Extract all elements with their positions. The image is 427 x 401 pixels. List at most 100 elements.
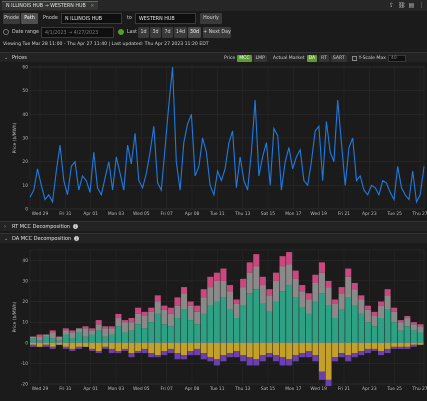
decomposition-bar bbox=[364, 342, 371, 349]
price-controls: Price MCC LMP Actual Market DA RT SART Y… bbox=[224, 54, 406, 62]
decomposition-bar bbox=[266, 295, 273, 312]
decomposition-bar bbox=[30, 344, 37, 347]
range-3d-button[interactable]: 3d bbox=[150, 27, 161, 38]
decomposition-bar bbox=[108, 342, 115, 349]
decomposition-bar bbox=[404, 346, 411, 349]
range-1d-button[interactable]: 1d bbox=[138, 27, 149, 38]
decomposition-bar bbox=[121, 348, 128, 352]
chevron-right-icon[interactable]: › bbox=[4, 224, 6, 230]
close-icon[interactable]: × bbox=[90, 4, 95, 9]
path-mode-button[interactable]: Path bbox=[21, 13, 38, 24]
date-range-radio[interactable] bbox=[3, 29, 9, 35]
decomposition-bar bbox=[351, 353, 358, 358]
decomposition-bar bbox=[318, 342, 325, 372]
decomposition-bar bbox=[200, 289, 207, 298]
last-radio[interactable] bbox=[118, 29, 124, 35]
decomposition-bar bbox=[43, 344, 50, 347]
decomposition-bar bbox=[259, 285, 266, 304]
decomposition-bar bbox=[364, 309, 371, 323]
yscale-max-input[interactable]: 40 bbox=[387, 54, 406, 62]
decomposition-bar bbox=[36, 342, 43, 347]
decomposition-bar bbox=[233, 351, 240, 358]
decomposition-bar bbox=[148, 307, 155, 312]
rt-panel-header[interactable]: › RT MCC Decomposition i bbox=[0, 221, 427, 231]
decomposition-bar bbox=[161, 309, 168, 325]
x-tick-label: Apr 08 bbox=[185, 386, 200, 392]
more-icon[interactable]: ⋮ bbox=[418, 2, 425, 9]
link-icon[interactable]: ⛓ bbox=[398, 2, 406, 9]
x-tick-label: Sat 15 bbox=[261, 386, 275, 392]
decomposition-bar bbox=[213, 280, 220, 302]
decomposition-bar bbox=[62, 342, 69, 347]
decomposition-bar bbox=[200, 342, 207, 354]
info-icon[interactable]: i bbox=[73, 224, 79, 229]
lmp-toggle[interactable]: LMP bbox=[253, 54, 267, 62]
decomposition-bar bbox=[82, 326, 89, 329]
decomposition-bar bbox=[410, 342, 417, 345]
decomposition-bar bbox=[75, 332, 83, 343]
decomposition-bar bbox=[286, 252, 293, 265]
x-tick-label: Apr 01 bbox=[83, 386, 98, 392]
decomposition-bar bbox=[62, 346, 69, 349]
decomposition-bar bbox=[148, 342, 155, 354]
chevron-down-icon[interactable]: ⌄ bbox=[4, 55, 9, 61]
decomposition-bar bbox=[233, 318, 240, 343]
decomposition-bar bbox=[404, 318, 411, 327]
decomposition-bar bbox=[187, 351, 194, 356]
decomposition-bar bbox=[207, 342, 214, 358]
range-7d-button[interactable]: 7d bbox=[162, 27, 173, 38]
document-icon[interactable]: ▤ bbox=[408, 2, 415, 9]
decomposition-bar bbox=[69, 330, 76, 333]
y-tick-label: 0 bbox=[25, 340, 28, 346]
decomposition-bar bbox=[272, 301, 280, 343]
decomposition-bar bbox=[207, 357, 214, 362]
chevron-down-icon[interactable]: ⌄ bbox=[4, 236, 9, 242]
yscale-checkbox[interactable] bbox=[351, 55, 357, 61]
decomposition-bar bbox=[108, 326, 115, 329]
info-icon[interactable]: i bbox=[74, 236, 80, 241]
interval-select[interactable]: Hourly bbox=[200, 13, 222, 24]
decomposition-bar bbox=[397, 346, 404, 349]
market-da-toggle[interactable]: DA bbox=[306, 54, 318, 62]
y-axis-label: Price ($/MWh) bbox=[12, 301, 18, 332]
range-30d-button[interactable]: 30d bbox=[188, 27, 201, 38]
y-tick-label: 20 bbox=[22, 159, 28, 165]
decomposition-bar bbox=[43, 334, 50, 337]
decomposition-bar bbox=[312, 282, 319, 302]
date-range-input[interactable]: 4/1/2023 → 4/27/2023 bbox=[41, 27, 114, 38]
y-tick-label: 50 bbox=[22, 88, 28, 94]
decomposition-bar bbox=[240, 278, 247, 288]
decomposition-bar bbox=[200, 353, 207, 360]
decomposition-bar bbox=[240, 287, 247, 306]
next-day-button[interactable]: + Next Day bbox=[203, 27, 231, 38]
mcc-toggle[interactable]: MCC bbox=[237, 54, 252, 62]
decomposition-bar bbox=[286, 342, 293, 360]
x-tick-label: Fri 31 bbox=[59, 211, 71, 217]
market-rt-toggle[interactable]: RT bbox=[319, 54, 329, 62]
decomposition-bar bbox=[253, 289, 260, 343]
da-panel-header[interactable]: ⌄ DA MCC Decomposition i bbox=[0, 233, 427, 243]
decomposition-bar bbox=[56, 342, 63, 345]
decomposition-bar bbox=[30, 338, 37, 343]
y-tick-label: 20 bbox=[22, 299, 28, 305]
x-tick-label: Mon 17 bbox=[285, 211, 301, 217]
decomposition-bar bbox=[391, 311, 398, 323]
pnode-mode-button[interactable]: Pnode bbox=[3, 13, 20, 24]
decomposition-bar bbox=[174, 353, 181, 360]
decomposition-bar bbox=[371, 326, 378, 343]
decomposition-bar bbox=[135, 351, 142, 354]
decomposition-bar bbox=[253, 254, 260, 267]
range-14d-button[interactable]: 14d bbox=[174, 27, 187, 38]
prices-panel-header[interactable]: ⌄ Prices Price MCC LMP Actual Market DA … bbox=[0, 52, 427, 62]
tab-path[interactable]: N ILLINOIS HUB → WESTERN HUB × bbox=[2, 1, 99, 10]
decomposition-bar bbox=[89, 330, 96, 335]
x-tick-label: Mon 17 bbox=[285, 386, 301, 392]
decomposition-bar bbox=[345, 342, 352, 356]
decomposition-bar bbox=[36, 336, 43, 341]
market-sart-toggle[interactable]: SART bbox=[330, 54, 347, 62]
sink-pnode-input[interactable]: WESTERN HUB bbox=[135, 13, 196, 24]
source-pnode-input[interactable]: N ILLINOIS HUB bbox=[61, 13, 122, 24]
decomposition-bar bbox=[69, 332, 76, 339]
decomposition-bar bbox=[49, 330, 56, 333]
share-icon[interactable]: ⇪ bbox=[388, 2, 395, 9]
